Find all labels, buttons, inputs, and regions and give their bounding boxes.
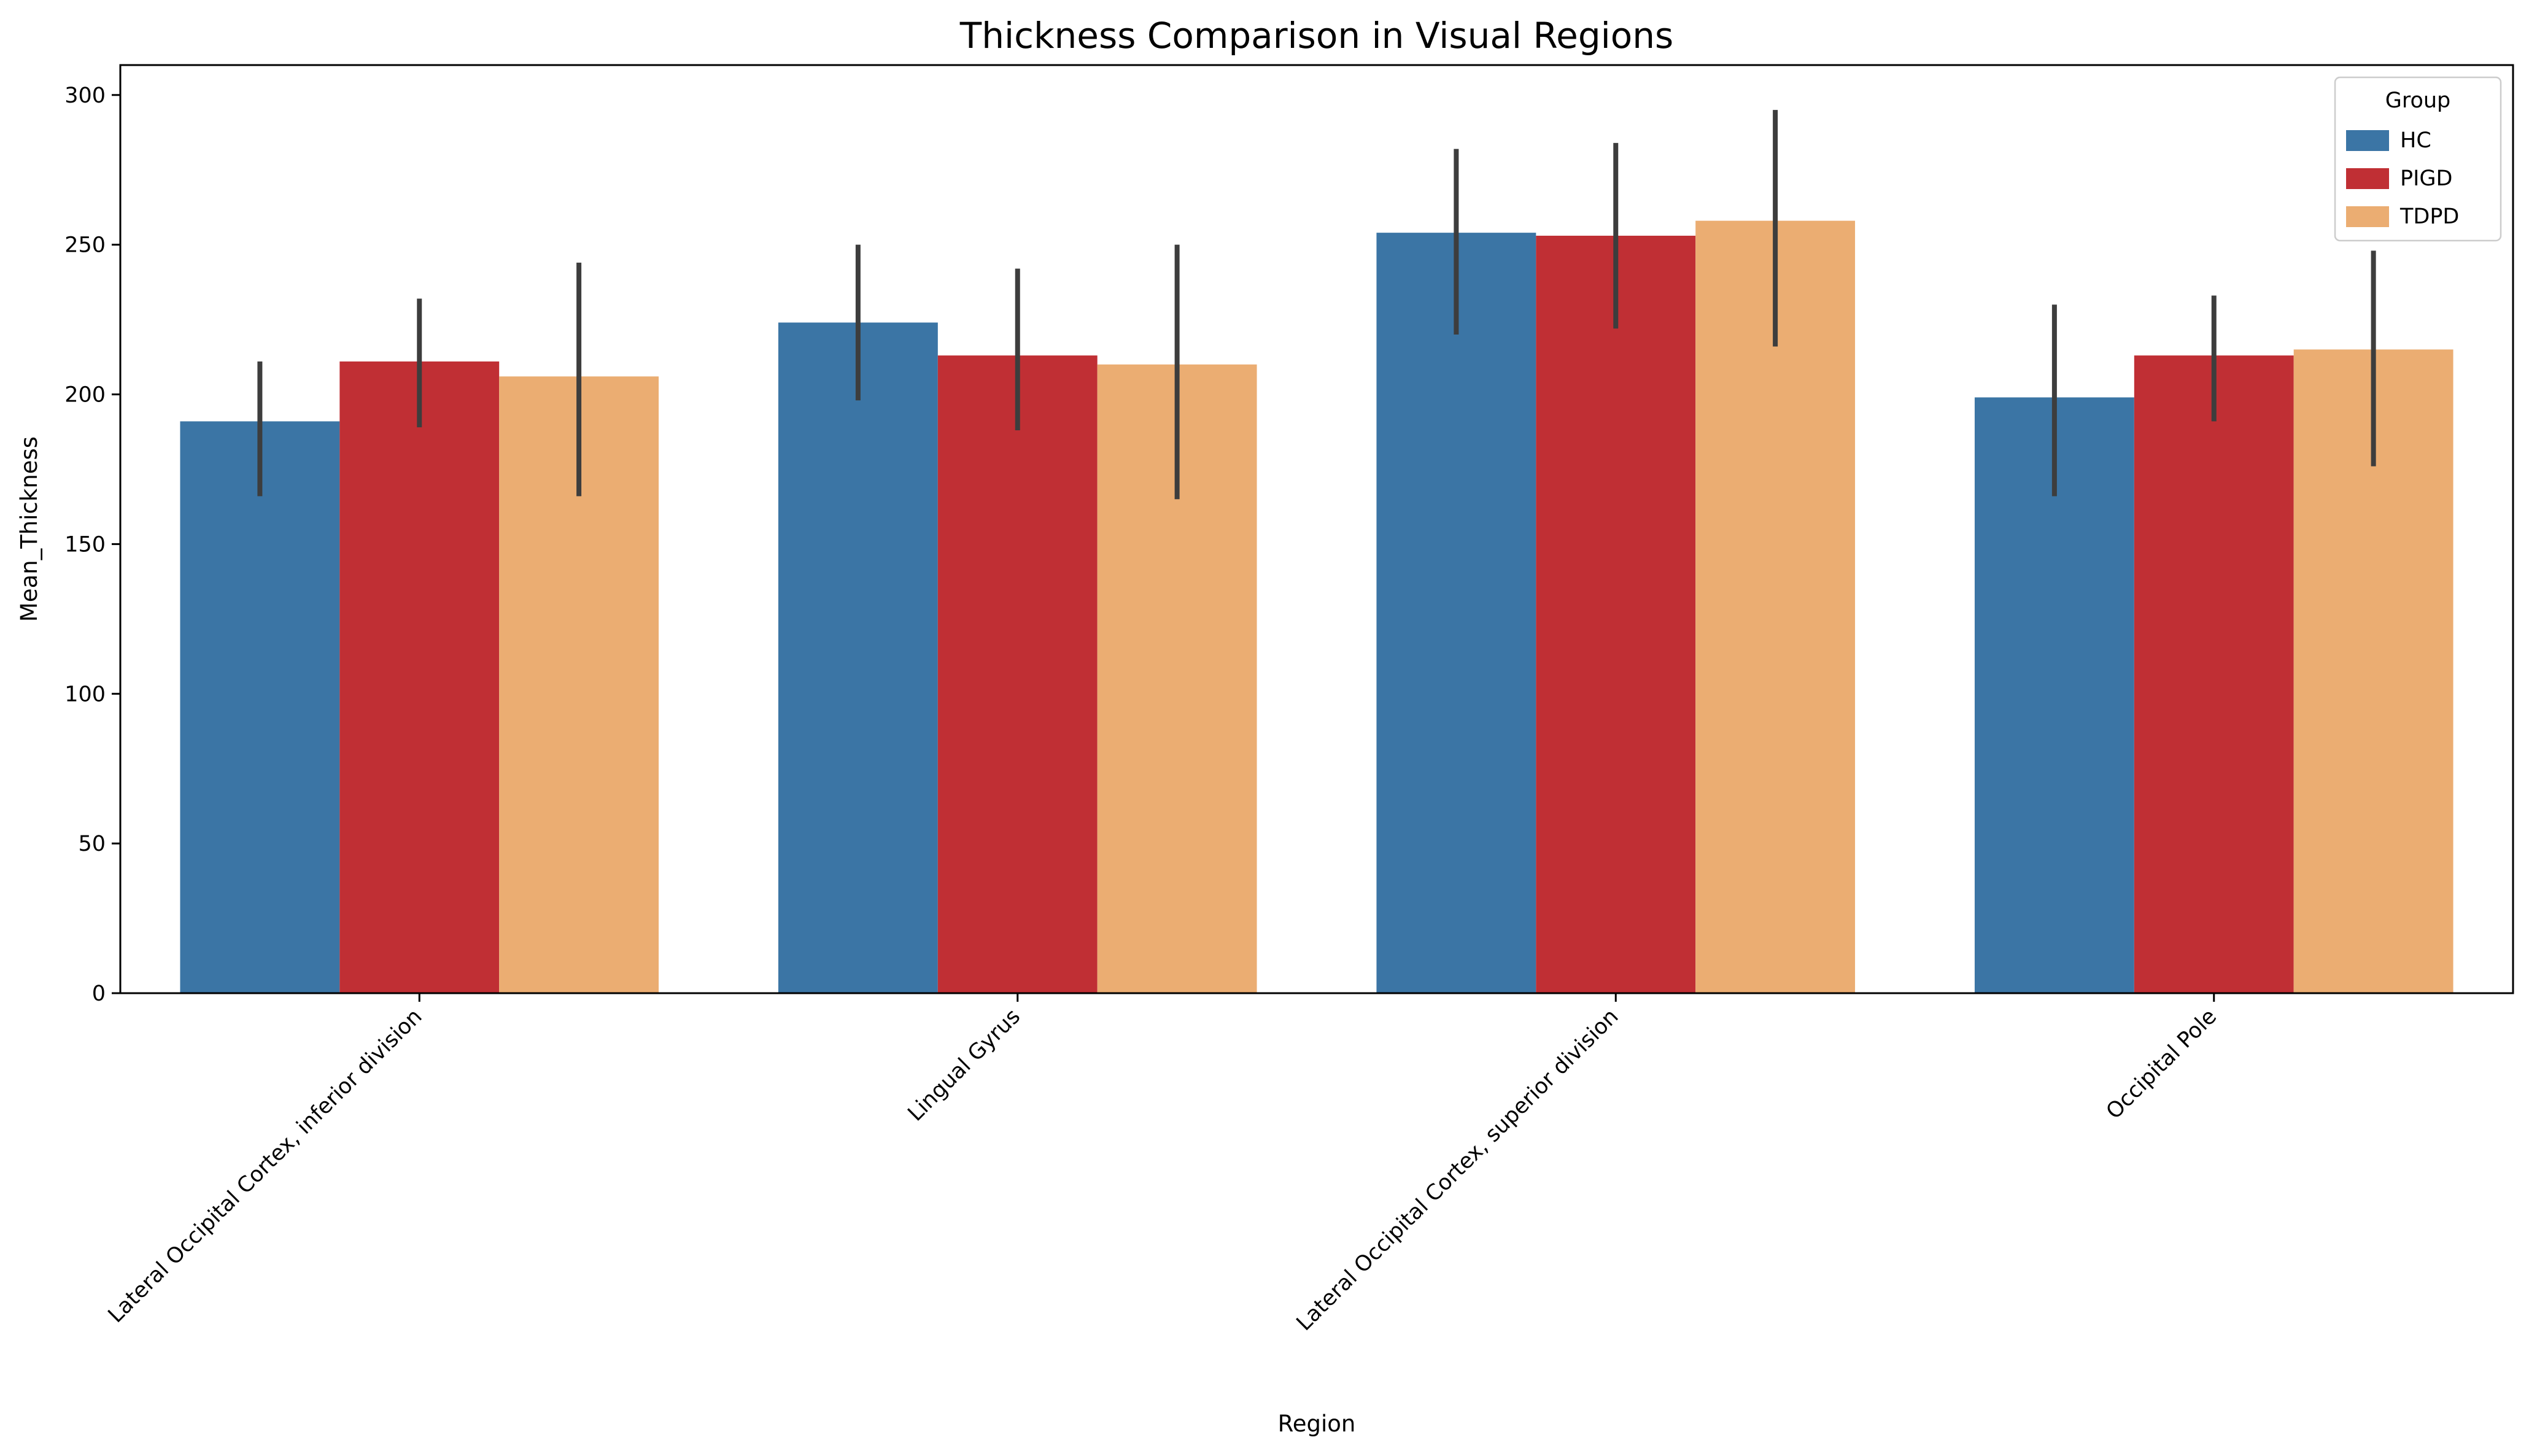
legend-label-pigd: PIGD (2400, 166, 2453, 191)
legend-title: Group (2385, 88, 2451, 113)
bar-hc (180, 421, 340, 993)
legend-items: HC PIGD TDPD (2346, 128, 2459, 229)
y-tick-label: 300 (64, 83, 106, 108)
legend-swatch-pigd (2346, 168, 2389, 189)
y-tick-label: 100 (64, 682, 106, 707)
legend-frame (2334, 76, 2502, 242)
y-tick-label: 250 (64, 233, 106, 258)
bar-pigd (2134, 355, 2294, 994)
chart-title: Thickness Comparison in Visual Regions (959, 15, 1673, 56)
errorbars-layer (257, 110, 2376, 500)
plot-frame (119, 64, 2514, 994)
y-tick-label: 50 (78, 832, 106, 856)
legend-label-tdpd: TDPD (2399, 204, 2459, 229)
bar-hc (1974, 397, 2134, 993)
legend: Group HC PIGD TDPD (2334, 76, 2502, 242)
bar-pigd (339, 361, 500, 993)
bar-hc (1376, 233, 1536, 993)
bar-hc (778, 322, 938, 994)
y-tick-label: 200 (64, 383, 106, 408)
bar-pigd (937, 355, 1098, 994)
y-axis-label: Mean_Thickness (16, 436, 42, 622)
y-tick-label: 0 (92, 982, 106, 1006)
y-tick-label: 150 (64, 532, 106, 557)
legend-swatch-hc (2346, 130, 2389, 151)
bars-layer (180, 220, 2453, 994)
x-axis-label: Region (1278, 1411, 1356, 1437)
bar-pigd (1536, 236, 1696, 993)
bar-tdpd (1695, 220, 1856, 994)
legend-swatch-tdpd (2346, 206, 2389, 227)
legend-label-hc: HC (2400, 128, 2431, 153)
y-axis-ticks: 0 50 100 150 200 250 300 (64, 83, 120, 1006)
